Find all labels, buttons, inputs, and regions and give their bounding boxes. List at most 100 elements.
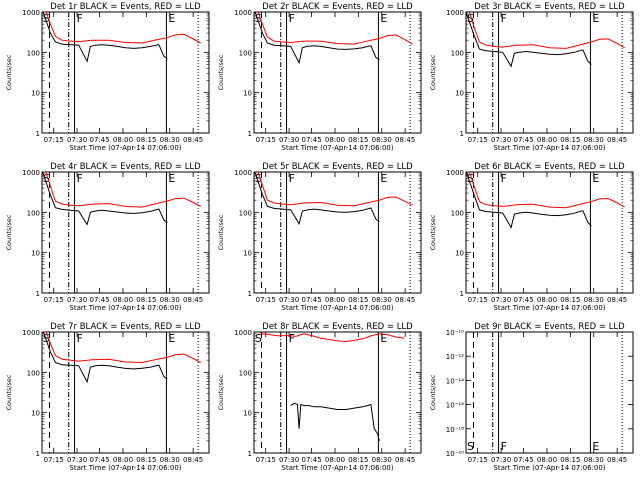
x-tick-label: 08:45: [395, 296, 415, 304]
y-axis-label: Counts/sec: [217, 214, 225, 250]
y-tick-label: 10⁻¹²: [446, 353, 464, 361]
x-tick-label: 07:30: [279, 456, 299, 464]
chart-title: Det 5r BLACK = Events, RED = LLD: [262, 162, 413, 172]
marker-f: F: [501, 172, 507, 185]
y-tick-label: 1000: [22, 169, 40, 177]
x-tick-label: 08:30: [584, 456, 604, 464]
y-tick-label: 10⁻¹⁸: [446, 426, 464, 434]
plot-frame: [41, 171, 210, 294]
series-line-red: [258, 332, 405, 343]
series-line-black: [290, 402, 380, 442]
x-tick-label: 08:15: [560, 136, 580, 144]
marker-e: E: [380, 332, 387, 345]
x-tick-label: 08:45: [395, 136, 415, 144]
y-tick-label: 100: [239, 209, 252, 217]
x-tick-label: 07:15: [44, 456, 64, 464]
y-tick-label: 10⁻²⁰: [446, 450, 464, 458]
marker-f: F: [289, 172, 295, 185]
y-tick-label: 10: [31, 90, 40, 98]
y-tick-label: 1: [248, 450, 252, 458]
marker-e: E: [592, 440, 599, 453]
marker-e: E: [168, 172, 175, 185]
x-axis-label: Start Time (07-Apr-14 07:06:00): [281, 304, 393, 312]
x-tick-label: 07:45: [514, 136, 534, 144]
x-tick-label: 07:15: [468, 296, 488, 304]
y-tick-label: 1000: [22, 329, 40, 337]
y-axis-label: Counts/sec: [429, 374, 437, 410]
x-axis-label: Start Time (07-Apr-14 07:06:00): [69, 464, 181, 472]
marker-s: S: [467, 172, 474, 185]
plot-frame: [253, 11, 422, 134]
series-line-black: [42, 332, 168, 384]
y-tick-label: 1: [36, 450, 40, 458]
x-tick-label: 07:45: [90, 136, 110, 144]
plot-frame: [465, 11, 634, 134]
x-tick-label: 08:15: [136, 456, 156, 464]
x-tick-label: 08:00: [325, 296, 345, 304]
plot-frame: [465, 171, 634, 294]
series-line-black: [42, 12, 168, 63]
x-tick-label: 07:15: [256, 136, 276, 144]
x-tick-label: 07:30: [491, 136, 511, 144]
x-tick-label: 08:30: [584, 296, 604, 304]
chart-title: Det 6r BLACK = Events, RED = LLD: [474, 162, 625, 172]
plot-frame: [253, 331, 422, 454]
y-tick-label: 1000: [446, 9, 464, 17]
panel-6: Det 6r BLACK = Events, RED = LLD Counts/s…: [429, 162, 634, 312]
chart-title: Det 8r BLACK = Events, RED = LLD: [262, 322, 413, 332]
x-tick-label: 08:00: [537, 136, 557, 144]
x-tick-label: 08:15: [348, 136, 368, 144]
y-tick-label: 1: [460, 290, 464, 298]
y-axis-label: Counts/sec: [5, 374, 13, 410]
marker-s: S: [255, 12, 262, 25]
x-tick-label: 07:15: [468, 456, 488, 464]
x-tick-label: 08:00: [537, 296, 557, 304]
series-line-black: [466, 172, 592, 229]
marker-f: F: [289, 332, 295, 345]
x-tick-label: 08:15: [560, 456, 580, 464]
series-line-black: [466, 12, 592, 68]
marker-s: S: [255, 332, 262, 345]
x-tick-label: 08:15: [560, 296, 580, 304]
marker-f: F: [77, 172, 83, 185]
y-tick-label: 10: [455, 90, 464, 98]
panel-3: Det 3r BLACK = Events, RED = LLD Counts/s…: [429, 2, 634, 152]
x-tick-label: 07:15: [44, 296, 64, 304]
x-tick-label: 08:45: [183, 296, 203, 304]
series-line-red: [468, 172, 625, 209]
panel-8: Det 8r BLACK = Events, RED = LLD Counts/s…: [217, 322, 422, 472]
y-tick-label: 10: [31, 410, 40, 418]
y-tick-label: 100: [451, 49, 464, 57]
marker-f: F: [77, 332, 83, 345]
marker-e: E: [592, 172, 599, 185]
marker-e: E: [380, 172, 387, 185]
marker-s: S: [43, 332, 50, 345]
x-axis-label: Start Time (07-Apr-14 07:06:00): [493, 304, 605, 312]
x-tick-label: 08:45: [183, 136, 203, 144]
y-tick-label: 1: [36, 130, 40, 138]
chart-title: Det 9r BLACK = Events, RED = LLD: [474, 322, 625, 332]
y-tick-label: 100: [451, 209, 464, 217]
x-tick-label: 08:00: [325, 456, 345, 464]
panel-7: Det 7r BLACK = Events, RED = LLD Counts/s…: [5, 322, 210, 472]
x-axis-label: Start Time (07-Apr-14 07:06:00): [69, 144, 181, 152]
marker-s: S: [43, 172, 50, 185]
y-tick-label: 1: [248, 130, 252, 138]
y-tick-label: 10⁻¹⁴: [446, 377, 464, 385]
y-tick-label: 1: [460, 130, 464, 138]
y-tick-label: 1: [36, 290, 40, 298]
y-tick-label: 100: [239, 49, 252, 57]
x-axis-label: Start Time (07-Apr-14 07:06:00): [493, 144, 605, 152]
series-line-red: [45, 12, 201, 44]
y-tick-label: 10: [31, 250, 40, 258]
x-tick-label: 07:30: [279, 296, 299, 304]
chart-title: Det 3r BLACK = Events, RED = LLD: [474, 2, 625, 12]
y-tick-label: 10: [243, 250, 252, 258]
x-tick-label: 08:30: [160, 296, 180, 304]
x-axis-label: Start Time (07-Apr-14 07:06:00): [281, 144, 393, 152]
series-line-red: [468, 12, 625, 49]
series-line-red: [257, 172, 413, 207]
plot-frame: [465, 331, 634, 454]
panel-2: Det 2r BLACK = Events, RED = LLD Counts/s…: [217, 2, 422, 152]
y-tick-label: 1000: [446, 169, 464, 177]
